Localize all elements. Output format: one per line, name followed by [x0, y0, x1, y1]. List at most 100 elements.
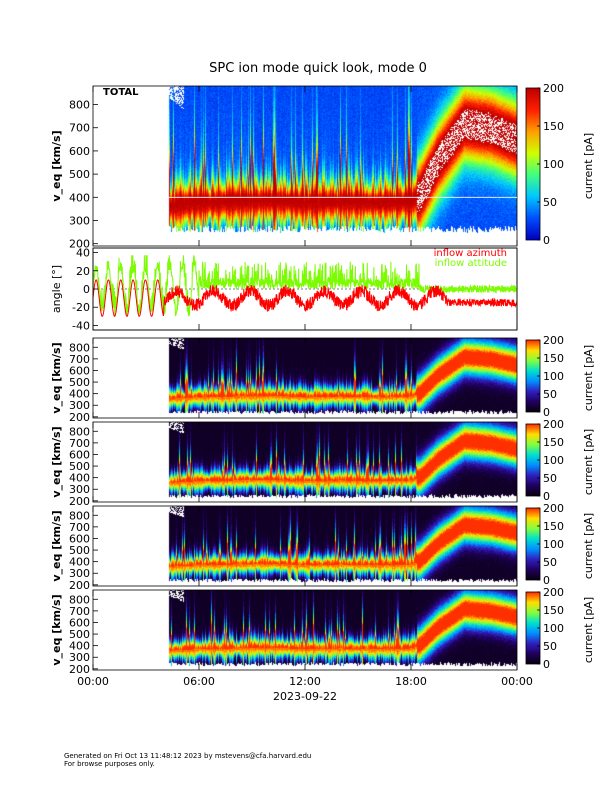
sensor-panel-4-ytick-label: 800: [69, 509, 90, 522]
footer: Generated on Fri Oct 13 11:48:12 2023 by…: [64, 752, 311, 768]
sensor-panel-4-ytick-label: 600: [69, 532, 90, 545]
total-panel-ytick-label: 300: [69, 214, 90, 227]
sensor-colorbar-5-tick-label: 100: [543, 622, 564, 635]
sensor-panel-5-ytick-label: 600: [69, 616, 90, 629]
sensor-spectrogram-image-2: [93, 422, 517, 502]
x-tick-label: 06:00: [183, 675, 215, 688]
sensor-spectrogram-image-4: [93, 590, 517, 670]
sensor-panel-5-ytick-label: 200: [69, 663, 90, 676]
sensor-colorbar-5-tick-label: 50: [543, 640, 557, 653]
sensor-panel-2-ytick-label: 800: [69, 341, 90, 354]
sensor-colorbar-4-tick-label: 0: [543, 574, 550, 587]
sensor-colorbar-2-tick-label: 150: [543, 352, 564, 365]
sensor-colorbar-4-tick-label: 50: [543, 556, 557, 569]
sensor-label-3: B sensor: [103, 424, 152, 435]
sensor-panel-3-ylabel: v_eq [km/s]: [50, 426, 63, 497]
total-colorbar-label: current [pA]: [582, 133, 595, 199]
total-colorbar-tick-label: 0: [543, 234, 550, 247]
sensor-panel-3-ytick-label: 400: [69, 472, 90, 485]
sensor-panel-3-ytick-label: 300: [69, 483, 90, 496]
sensor-panel-5-ylabel: v_eq [km/s]: [50, 594, 63, 665]
sensor-panel-2-ytick-label: 300: [69, 399, 90, 412]
legend-azimuth: inflow azimuth: [434, 248, 507, 259]
x-tick-label: 12:00: [289, 675, 321, 688]
total-panel-ytick-label: 200: [69, 238, 90, 251]
sensor-colorbar-4-tick-label: 150: [543, 520, 564, 533]
sensor-panel-4-ytick-label: 500: [69, 544, 90, 557]
sensor-panel-2-ytick-label: 200: [69, 411, 90, 424]
angle-ytick-label: 40: [76, 247, 90, 260]
total-panel-ytick-label: 500: [69, 168, 90, 181]
sensor-panel-2-ytick-label: 600: [69, 364, 90, 377]
legend-altitude: inflow attitude: [435, 258, 507, 269]
sensor-panel-4-ytick-label: 300: [69, 567, 90, 580]
angle-ytick-label: -20: [72, 301, 90, 314]
sensor-panel-5-ytick-label: 700: [69, 605, 90, 618]
sensor-label-2: A sensor: [103, 340, 152, 351]
sensor-colorbar-4-gradient: [526, 508, 540, 580]
sensor-colorbar-3-tick-label: 200: [543, 418, 564, 431]
sensor-colorbar-3-label: current [pA]: [582, 429, 595, 495]
sensor-colorbar-4-label: current [pA]: [582, 513, 595, 579]
sensor-panel-3-ytick-label: 200: [69, 495, 90, 508]
sensor-panel-4-ytick-label: 700: [69, 521, 90, 534]
total-spectrogram-image: [93, 86, 517, 246]
figure-title: SPC ion mode quick look, mode 0: [209, 61, 427, 76]
sensor-colorbar-3-tick-label: 150: [543, 436, 564, 449]
spectrogram-layer: [93, 86, 540, 670]
total-panel-ytick-label: 400: [69, 191, 90, 204]
sensor-panel-3-ytick-label: 600: [69, 448, 90, 461]
sensor-colorbar-3-tick-label: 50: [543, 472, 557, 485]
angle-ytick-label: 0: [83, 283, 90, 296]
total-colorbar-tick-label: 200: [543, 82, 564, 95]
sensor-label-4: C sensor: [103, 508, 151, 519]
sensor-panel-4-ytick-label: 400: [69, 556, 90, 569]
angle-ytick-label: 20: [76, 265, 90, 278]
total-panel-ytick-label: 700: [69, 122, 90, 135]
sensor-colorbar-2-tick-label: 0: [543, 406, 550, 419]
total-panel-ylabel: v_eq [km/s]: [50, 130, 63, 201]
azimuth-series-line: [92, 279, 518, 317]
footer-browse-note: For browse purposes only.: [64, 760, 155, 768]
x-tick-label: 00:00: [501, 675, 533, 688]
sensor-panel-5-ytick-label: 300: [69, 651, 90, 664]
sensor-colorbar-5-label: current [pA]: [582, 597, 595, 663]
total-panel-ytick-label: 800: [69, 99, 90, 112]
sensor-panel-3-ytick-label: 500: [69, 460, 90, 473]
sensor-colorbar-5-tick-label: 0: [543, 658, 550, 671]
sensor-colorbar-2-tick-label: 200: [543, 334, 564, 347]
sensor-panel-2-ylabel: v_eq [km/s]: [50, 342, 63, 413]
sensor-colorbar-4-tick-label: 200: [543, 502, 564, 515]
total-colorbar-tick-label: 150: [543, 120, 564, 133]
sensor-colorbar-2-tick-label: 100: [543, 370, 564, 383]
sensor-panel-3-ytick-label: 700: [69, 437, 90, 450]
angle-ytick-label: -40: [72, 319, 90, 332]
sensor-colorbar-2-gradient: [526, 340, 540, 412]
sensor-colorbar-5-tick-label: 200: [543, 586, 564, 599]
sensor-colorbar-3-tick-label: 0: [543, 490, 550, 503]
sensor-colorbar-3-tick-label: 100: [543, 454, 564, 467]
x-tick-label: 18:00: [395, 675, 427, 688]
sensor-panel-2-ytick-label: 500: [69, 376, 90, 389]
total-panel-ytick-label: 600: [69, 145, 90, 158]
footer-generated: Generated on Fri Oct 13 11:48:12 2023 by…: [64, 752, 312, 760]
sensor-panel-4-ytick-label: 200: [69, 579, 90, 592]
sensor-panel-2-ytick-label: 700: [69, 353, 90, 366]
sensor-colorbar-3-gradient: [526, 424, 540, 496]
sensor-label-5: D sensor: [103, 592, 152, 603]
sensor-spectrogram-image-3: [93, 506, 517, 586]
sensor-panel-5-ytick-label: 500: [69, 628, 90, 641]
sensor-panel-2-ytick-label: 400: [69, 388, 90, 401]
sensor-spectrogram-image-1: [93, 338, 517, 418]
x-tick-label: 00:00: [77, 675, 109, 688]
total-panel-label: TOTAL: [103, 87, 139, 98]
sensor-colorbar-2-tick-label: 50: [543, 388, 557, 401]
sensor-panel-3-ytick-label: 800: [69, 425, 90, 438]
sensor-panel-4-ylabel: v_eq [km/s]: [50, 510, 63, 581]
total-colorbar-tick-label: 50: [543, 196, 557, 209]
sensor-colorbar-5-tick-label: 150: [543, 604, 564, 617]
sensor-colorbar-4-tick-label: 100: [543, 538, 564, 551]
sensor-colorbar-2-label: current [pA]: [582, 345, 595, 411]
